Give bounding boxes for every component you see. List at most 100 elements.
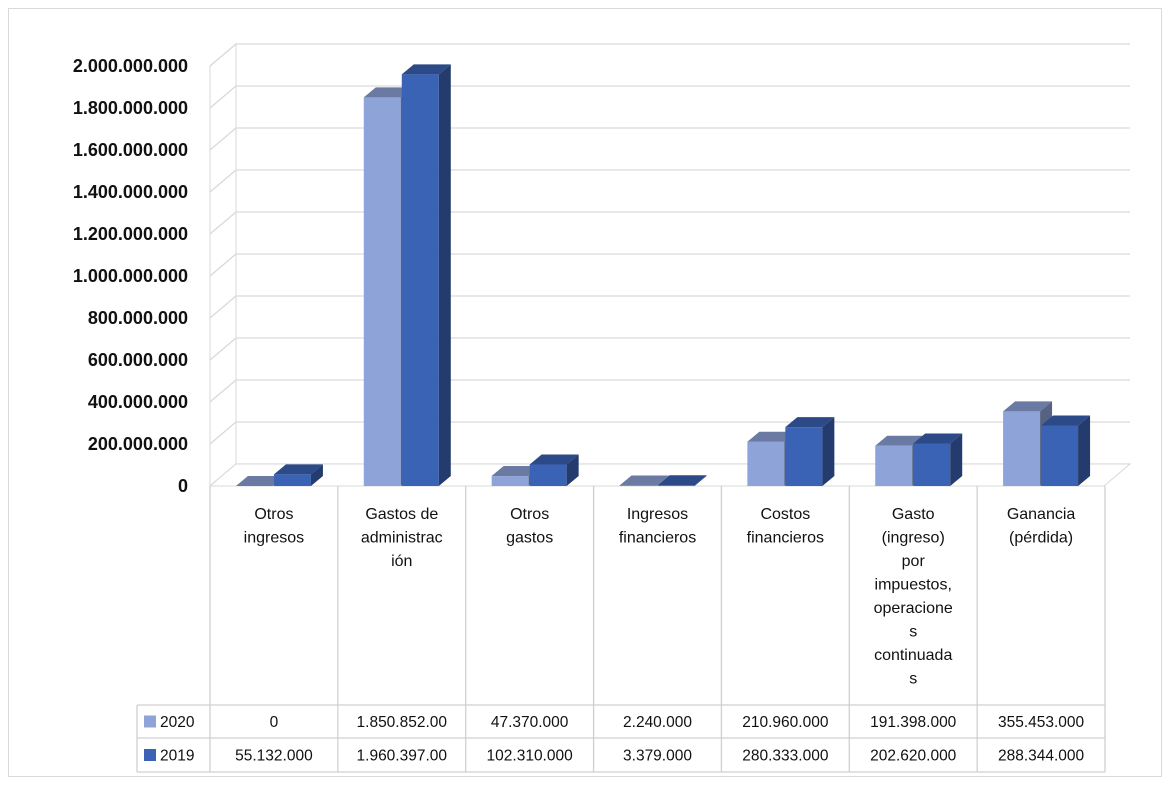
bar-2019-2 — [529, 454, 579, 486]
category-label: (ingreso) — [882, 530, 945, 547]
bar-2020-0 — [235, 476, 285, 487]
y-tick-label: 1.400.000.000 — [73, 182, 188, 202]
bar-2019-3 — [657, 475, 707, 486]
category-label: Otros — [510, 506, 549, 523]
bar-side — [310, 464, 323, 486]
bar-front — [529, 464, 567, 486]
data-label: 2.240.000 — [623, 714, 692, 731]
gridline — [209, 379, 1130, 403]
bar-front — [657, 485, 695, 486]
data-label: 288.344.000 — [998, 748, 1085, 765]
data-label: 210.960.000 — [742, 714, 829, 731]
bar-top — [529, 454, 579, 465]
y-tick-label: 1.000.000.000 — [73, 266, 188, 286]
data-label: 355.453.000 — [998, 714, 1085, 731]
bar-top — [875, 435, 925, 446]
category-label: Gasto — [892, 506, 935, 523]
bar-front — [363, 97, 401, 487]
category-label: Costos — [760, 506, 810, 523]
category-label: gastos — [506, 530, 553, 547]
legend-swatch-2019 — [144, 749, 156, 761]
category-label: Ganancia — [1007, 506, 1076, 523]
gridline — [209, 211, 1130, 235]
bar-top — [1041, 415, 1091, 426]
bar-top — [657, 475, 707, 486]
bar-2019-0 — [273, 464, 323, 486]
y-tick-label: 600.000.000 — [88, 350, 188, 370]
data-table: Otros ingresos Gastos de administrac ión Otro… — [136, 486, 1106, 773]
y-tick-label: 400.000.000 — [88, 392, 188, 412]
y-tick-label: 1.200.000.000 — [73, 224, 188, 244]
category-label: financieros — [619, 530, 696, 547]
gridline — [209, 253, 1130, 277]
y-tick-label: 0 — [178, 476, 188, 496]
y-tick-label: 1.600.000.000 — [73, 140, 188, 160]
bar-2019-4 — [785, 417, 835, 486]
data-label: 202.620.000 — [870, 748, 957, 765]
bar-top — [235, 476, 285, 486]
category-label: ión — [391, 553, 412, 570]
gridline — [209, 337, 1130, 361]
bar-front — [875, 445, 913, 486]
category-label: Otros — [254, 506, 293, 523]
gridline — [209, 169, 1130, 193]
bar-top — [273, 464, 323, 475]
data-label: 3.379.000 — [623, 748, 692, 765]
bar-side — [566, 454, 579, 486]
bar-top — [363, 87, 413, 98]
legend-swatch-2020 — [144, 715, 156, 728]
bar-2019-5 — [913, 433, 963, 486]
category-label: Gastos de — [365, 506, 438, 523]
bar-front — [1041, 425, 1079, 486]
bar-top — [785, 417, 835, 428]
data-label: 55.132.000 — [235, 748, 313, 765]
data-label: 280.333.000 — [742, 748, 829, 765]
y-axis: 0 200.000.000 400.000.000 600.000.000 800.00… — [73, 56, 188, 496]
bar-side — [438, 64, 451, 487]
category-label: continuada — [874, 647, 952, 664]
bar-front — [1003, 411, 1041, 486]
category-label: ingresos — [244, 530, 304, 547]
bar-2020-3 — [619, 475, 669, 486]
chart-border — [8, 8, 1162, 777]
bar-side — [1078, 415, 1091, 486]
bar-side — [656, 475, 669, 486]
category-label: financieros — [747, 530, 824, 547]
gridline — [209, 295, 1130, 319]
gridline — [209, 43, 1130, 67]
bar-top — [913, 433, 963, 444]
bar-side — [822, 417, 835, 486]
bar-side — [950, 433, 963, 486]
bar-top — [619, 475, 669, 486]
data-label: 1.850.852.00 — [357, 714, 448, 731]
gridline — [209, 85, 1130, 109]
bar-2019-6 — [1041, 415, 1091, 486]
category-label: (pérdida) — [1009, 530, 1073, 547]
category-label: s — [909, 624, 917, 641]
bar-top — [491, 466, 541, 477]
bar-front — [747, 441, 785, 486]
bar-side — [694, 475, 707, 486]
bar-front — [273, 474, 311, 486]
data-label: 47.370.000 — [491, 714, 569, 731]
gridlines — [209, 43, 1130, 487]
bar-front — [785, 427, 823, 486]
bar-top — [747, 431, 797, 442]
legend-entry-2019: 2019 — [160, 748, 194, 765]
bar-top — [401, 64, 451, 75]
y-tick-label: 2.000.000.000 — [73, 56, 188, 76]
y-tick-label: 200.000.000 — [88, 434, 188, 454]
bar-front — [401, 74, 439, 487]
category-label: operacione — [874, 600, 953, 617]
data-label: 0 — [270, 714, 279, 731]
category-label: por — [902, 553, 926, 570]
legend-entry-2020: 2020 — [160, 714, 195, 731]
data-label: 191.398.000 — [870, 714, 957, 731]
bar-2019-1 — [401, 64, 451, 487]
gridline — [209, 127, 1130, 151]
category-label: administrac — [361, 530, 443, 547]
category-label: s — [909, 671, 917, 688]
bars — [235, 64, 1091, 487]
bar-front — [913, 443, 951, 486]
